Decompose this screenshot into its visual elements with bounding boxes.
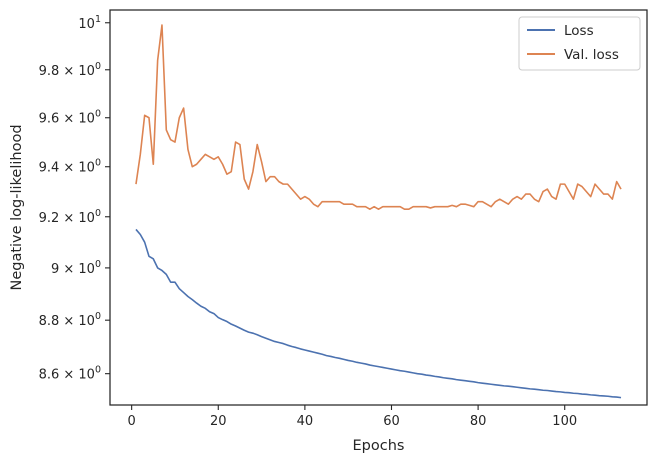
- series-layer: [135, 24, 622, 399]
- y-tick-label: 8.8 × 100: [39, 311, 101, 329]
- series-line-val-loss: [135, 24, 622, 210]
- plot-frame: [109, 9, 648, 406]
- y-ticks: 8.6 × 100 8.8 × 100 9 × 100 9.2 × 100 9.4 × …: [39, 14, 110, 383]
- legend-label-loss: Loss: [564, 23, 594, 39]
- y-tick-label: 9.4 × 100: [39, 158, 101, 176]
- y-tick-label: 9.6 × 100: [39, 109, 101, 127]
- y-tick-label: 101: [78, 14, 101, 32]
- x-tick-label: 80: [470, 414, 487, 429]
- y-axis-label: Negative log-likelihood: [9, 124, 25, 290]
- x-tick-label: 40: [297, 414, 314, 429]
- y-tick-label: 9.2 × 100: [39, 208, 101, 226]
- x-tick-label: 100: [552, 414, 577, 429]
- y-tick-label: 9.8 × 100: [39, 61, 101, 79]
- series-line-loss: [135, 228, 622, 399]
- x-tick-label: 0: [128, 414, 136, 429]
- y-tick-label: 9 × 100: [51, 259, 101, 277]
- legend: Loss Val. loss: [518, 16, 641, 71]
- legend-label-val-loss: Val. loss: [564, 47, 619, 63]
- x-tick-label: 60: [383, 414, 400, 429]
- x-axis-label: Epochs: [353, 438, 405, 454]
- x-tick-label: 20: [210, 414, 227, 429]
- y-tick-label: 8.6 × 100: [39, 365, 101, 383]
- x-ticks: 0 20 40 60 80 100: [128, 405, 577, 429]
- axes-layer: [109, 9, 648, 406]
